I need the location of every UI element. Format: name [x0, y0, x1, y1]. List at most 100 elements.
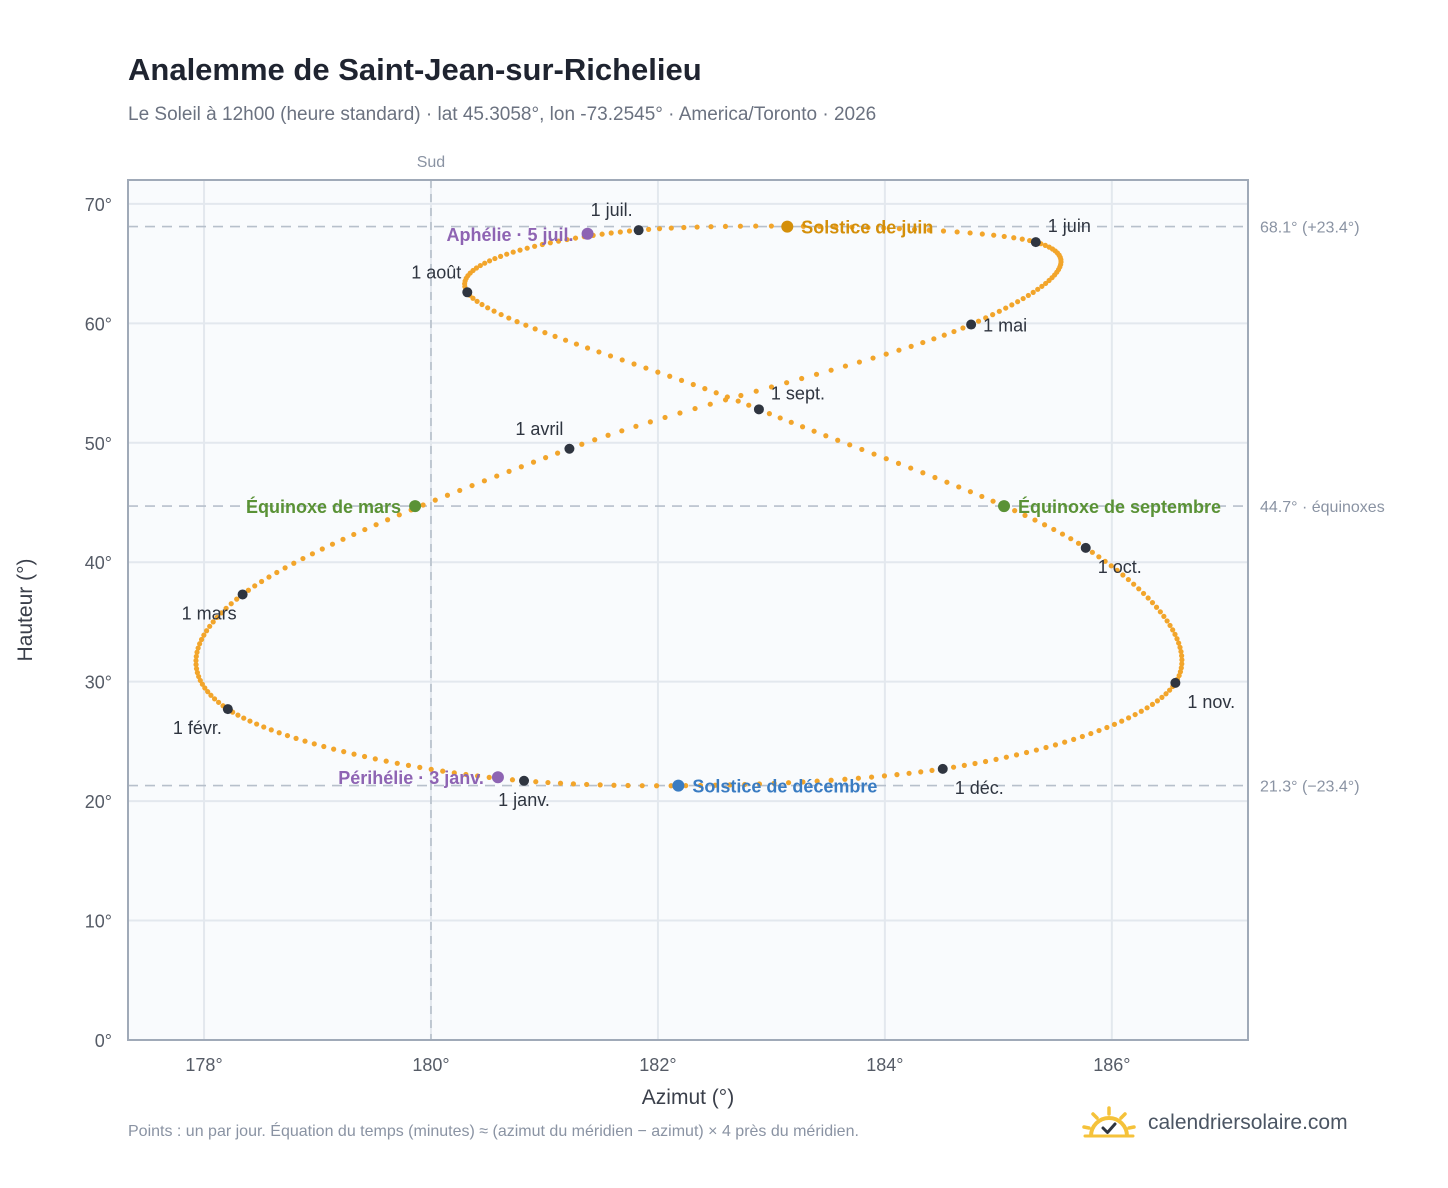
daily-point	[756, 781, 763, 787]
daily-point	[881, 773, 888, 779]
daily-point	[532, 326, 538, 332]
month-label: 1 juil.	[591, 200, 633, 220]
daily-point	[486, 258, 493, 264]
daily-point	[555, 238, 562, 244]
brand-logo[interactable]: calendriersolaire.com	[1082, 1103, 1348, 1143]
daily-point	[252, 583, 258, 589]
daily-point	[814, 778, 820, 784]
daily-point	[552, 333, 558, 339]
daily-point	[539, 241, 545, 248]
daily-point	[1102, 558, 1108, 564]
daily-point	[268, 727, 274, 733]
event-marker	[491, 771, 504, 784]
daily-point	[385, 517, 391, 523]
daily-point	[194, 649, 200, 655]
y-tick-label: 30°	[85, 673, 112, 693]
daily-point	[533, 779, 539, 785]
daily-point	[1176, 640, 1182, 646]
daily-point	[633, 423, 639, 429]
daily-point	[1164, 618, 1170, 624]
daily-point	[653, 783, 660, 789]
daily-point	[504, 251, 510, 257]
daily-point	[1179, 653, 1185, 659]
daily-point	[894, 772, 900, 778]
daily-point	[1033, 747, 1039, 753]
daily-point	[800, 779, 806, 785]
daily-point	[597, 782, 603, 788]
daily-point	[929, 767, 935, 774]
daily-point	[208, 692, 214, 698]
daily-point	[811, 428, 817, 434]
daily-point	[1032, 517, 1038, 523]
daily-point	[707, 401, 713, 407]
y-tick-label: 60°	[85, 314, 112, 334]
daily-point	[196, 673, 202, 680]
daily-point	[712, 782, 718, 788]
daily-point	[247, 718, 253, 724]
daily-point	[647, 419, 653, 425]
daily-point	[668, 783, 674, 789]
month-marker	[237, 589, 248, 600]
daily-point	[254, 721, 260, 727]
daily-point	[545, 779, 551, 786]
daily-point	[210, 619, 216, 625]
daily-point	[708, 224, 714, 230]
daily-point	[477, 262, 483, 269]
daily-point	[383, 758, 389, 764]
daily-point	[311, 741, 317, 747]
daily-point	[631, 361, 637, 367]
daily-point	[1003, 754, 1009, 760]
daily-point	[498, 311, 504, 318]
daily-point	[1012, 508, 1018, 514]
daily-point	[777, 415, 783, 421]
daily-point	[510, 249, 516, 255]
daily-point	[284, 732, 291, 739]
daily-point	[746, 402, 752, 408]
daily-point	[702, 386, 708, 392]
daily-point	[911, 226, 918, 232]
daily-point	[940, 228, 947, 234]
daily-point	[1153, 604, 1160, 610]
daily-point	[340, 536, 346, 542]
daily-point	[1159, 694, 1165, 700]
reference-line-label: 68.1° (+23.4°)	[1260, 220, 1360, 237]
daily-point	[211, 696, 218, 702]
sun-check-icon	[1082, 1106, 1136, 1138]
daily-point	[457, 487, 463, 494]
daily-point	[417, 764, 423, 770]
daily-point	[599, 231, 605, 237]
daily-point	[506, 468, 512, 474]
daily-point	[655, 369, 661, 375]
daily-point	[918, 769, 924, 775]
y-tick-label: 40°	[85, 553, 112, 573]
daily-point	[883, 351, 889, 357]
daily-point	[1096, 554, 1102, 560]
daily-point	[596, 349, 602, 355]
daily-point	[847, 442, 853, 448]
daily-point	[1011, 235, 1017, 241]
month-label: 1 sept.	[771, 383, 825, 403]
daily-point	[482, 260, 488, 266]
daily-point	[584, 781, 590, 788]
daily-point	[908, 465, 914, 471]
daily-point	[1138, 708, 1144, 714]
month-label: 1 oct.	[1098, 557, 1142, 577]
daily-point	[557, 780, 564, 786]
daily-point	[737, 223, 743, 229]
daily-point	[309, 551, 316, 557]
daily-point	[1030, 289, 1036, 295]
daily-point	[523, 322, 529, 328]
daily-point	[1125, 715, 1132, 721]
month-marker	[633, 225, 644, 236]
daily-point	[1178, 648, 1184, 655]
daily-point	[1144, 705, 1150, 711]
daily-point	[896, 347, 902, 353]
event-marker	[781, 220, 794, 233]
event-marker	[409, 500, 422, 513]
reference-lines: Sud 68.1° (+23.4°) 44.7° · équinoxes 21.3° …	[128, 154, 1385, 1040]
month-marker	[937, 763, 948, 774]
event-marker	[998, 500, 1011, 513]
daily-point	[639, 783, 645, 789]
month-label: 1 avril	[515, 419, 563, 439]
daily-point	[1013, 752, 1020, 758]
